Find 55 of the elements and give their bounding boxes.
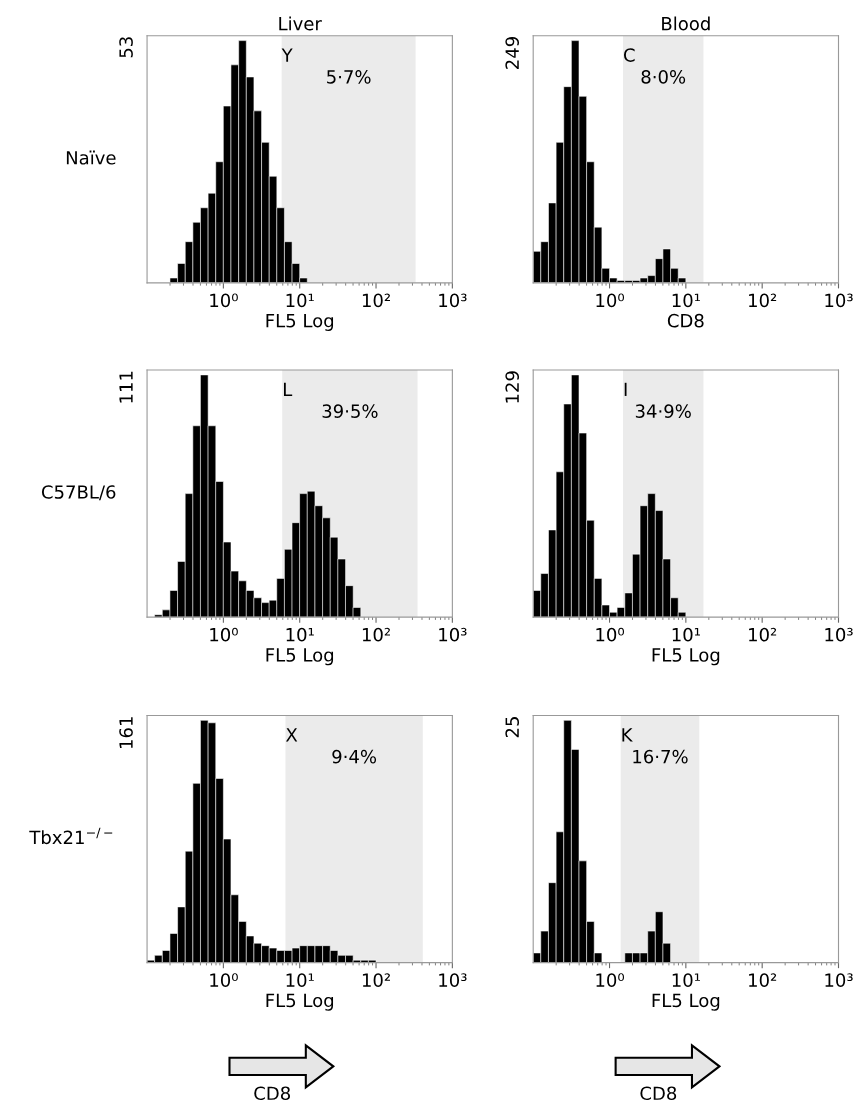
text: 25	[505, 717, 520, 738]
chart-title: Liver	[279, 16, 322, 31]
text: 161	[119, 717, 133, 748]
x-axis-title: FL5 Log	[652, 993, 720, 1011]
y-axis-title: C57BL/6	[41, 485, 116, 501]
text: 53	[119, 37, 133, 58]
annotation: K	[622, 728, 633, 742]
text: 129	[505, 371, 520, 403]
band-label: 5·7%	[327, 70, 371, 84]
x-tick-label: 10⁰	[210, 293, 238, 308]
x-tick-label: 10³	[825, 973, 853, 987]
x-tick-label: 10³	[825, 627, 853, 642]
annotation: C	[623, 48, 635, 62]
text: 111	[119, 371, 133, 403]
x-tick-label: 10³	[825, 293, 853, 308]
x-axis-title: CD8	[667, 313, 704, 328]
y-axis-title: Tbx21$^{−/−}$	[29, 827, 113, 845]
x-axis-title: FL5 Log	[266, 993, 334, 1011]
text: 249	[505, 37, 520, 69]
x-tick-label: 10¹	[286, 627, 314, 642]
x-axis-title: FL5 Log	[652, 648, 720, 666]
band-label: 8·0%	[641, 70, 686, 84]
band-label: 34·9%	[635, 404, 691, 418]
x-axis-title: FL5 Log	[266, 314, 334, 331]
x-tick-label: 10³	[439, 293, 467, 308]
x-tick-label: 10¹	[672, 293, 700, 308]
chart-title: Blood	[662, 16, 710, 31]
x-tick-label: 10³	[439, 627, 467, 642]
y-axis-title: Naïve	[66, 150, 116, 165]
x-tick-label: 10²	[749, 627, 777, 642]
x-axis-title: FL5 Log	[266, 648, 334, 666]
x-tick-label: 10³	[439, 973, 467, 987]
x-tick-label: 10²	[362, 293, 390, 308]
x-tick-label: 10⁰	[596, 293, 625, 308]
text: CD8	[640, 1086, 677, 1101]
x-tick-label: 10²	[362, 973, 390, 987]
x-tick-label: 10²	[749, 973, 777, 987]
annotation: X	[285, 728, 298, 742]
band-label: 9·4%	[332, 749, 377, 764]
annotation: L	[283, 382, 293, 396]
x-tick-label: 10²	[749, 293, 777, 308]
annotation: Y	[281, 48, 293, 62]
annotation: I	[624, 382, 627, 396]
x-tick-label: 10¹	[286, 973, 314, 987]
x-tick-label: 10⁰	[210, 627, 238, 642]
text: CD8	[254, 1086, 290, 1101]
x-tick-label: 10¹	[672, 973, 700, 987]
band-label: 16·7%	[633, 749, 688, 764]
x-tick-label: 10⁰	[210, 973, 238, 987]
band-label: 39·5%	[322, 404, 378, 418]
x-tick-label: 10⁰	[596, 627, 625, 642]
x-tick-label: 10⁰	[596, 973, 625, 987]
x-tick-label: 10¹	[286, 293, 314, 308]
x-tick-label: 10¹	[672, 627, 700, 642]
x-tick-label: 10²	[362, 627, 390, 642]
